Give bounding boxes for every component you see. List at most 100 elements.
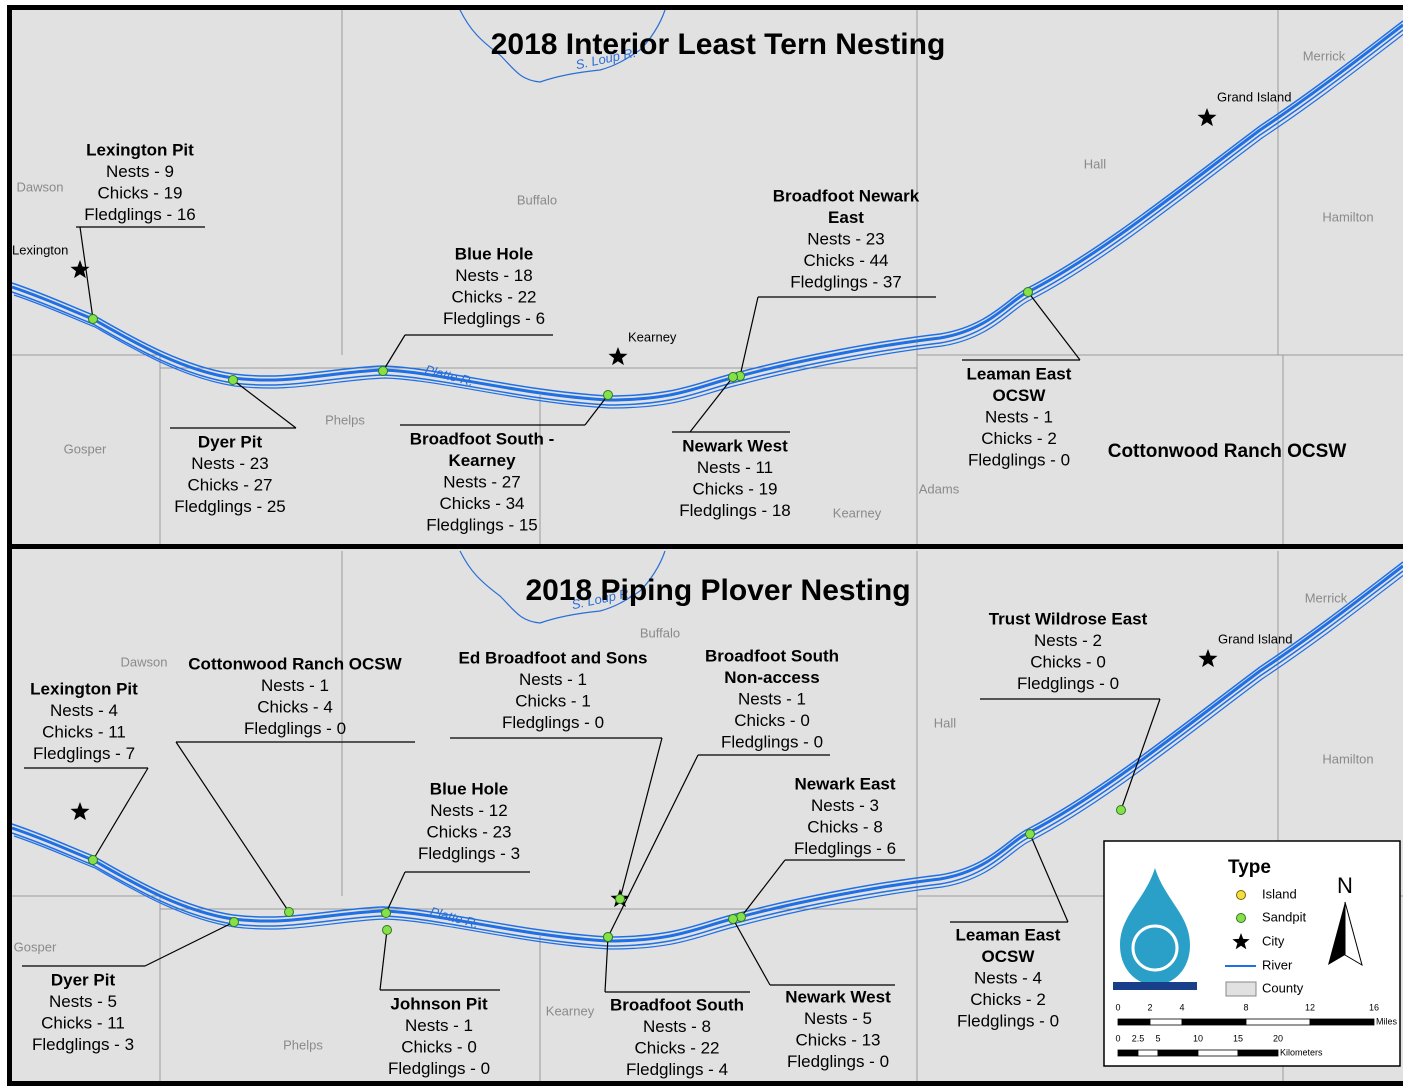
- site-stat: Nests - 1: [519, 670, 587, 689]
- county-label: Merrick: [1303, 48, 1346, 63]
- site-stat: Fledglings - 0: [721, 732, 823, 751]
- site-name: OCSW: [993, 386, 1047, 405]
- river: [459, 550, 666, 624]
- legend-item: County: [1262, 980, 1304, 995]
- north-arrow: [1344, 901, 1363, 967]
- city-symbol: [1232, 933, 1250, 950]
- site-stat: Fledglings - 15: [426, 515, 538, 534]
- site-stat: Chicks - 11: [41, 1013, 125, 1032]
- scale-label: 2: [1147, 1002, 1152, 1012]
- scale-label: 12: [1305, 1002, 1315, 1012]
- site-stat: Fledglings - 37: [790, 272, 902, 291]
- panel: Dawson Buffalo Hall Merrick Hamilton Phelps Go…: [7, 5, 1403, 545]
- leader-line: [732, 918, 771, 986]
- scale-segment: [1117, 1018, 1151, 1026]
- scale-label: 10: [1193, 1033, 1203, 1043]
- scale-segment: [1181, 1018, 1247, 1026]
- sandpit-point: [603, 390, 613, 400]
- site-stat: Nests - 1: [405, 1016, 473, 1035]
- city-label: Grand Island: [1218, 631, 1292, 646]
- county-label: Phelps: [283, 1037, 323, 1052]
- site-name: Broadfoot Newark: [773, 186, 920, 205]
- sandpit-point: [603, 932, 613, 942]
- site-stat: Chicks - 22: [451, 287, 536, 306]
- sandpit-point: [228, 375, 238, 385]
- sandpit-point: [615, 894, 625, 904]
- north-arrow: [1328, 902, 1345, 965]
- leader-line: [689, 376, 734, 433]
- city-star: [70, 802, 90, 821]
- sandpit-point: [88, 855, 98, 865]
- site-stat: Nests - 4: [50, 701, 118, 720]
- county-label: Phelps: [325, 412, 365, 427]
- leader-line: [1027, 291, 1081, 361]
- leader-line: [607, 754, 699, 938]
- site-stat: Fledglings - 18: [679, 501, 791, 520]
- leader-line: [175, 741, 290, 913]
- site-name: Blue Hole: [430, 779, 508, 798]
- city-label: Grand Island: [1217, 89, 1291, 104]
- county-label: Hall: [1084, 156, 1107, 171]
- scale-label: 0: [1115, 1002, 1120, 1012]
- scale-segment: [1309, 1018, 1375, 1026]
- site-stat: Chicks - 8: [807, 817, 883, 836]
- site-name: Blue Hole: [455, 244, 533, 263]
- scale-unit: Miles: [1376, 1016, 1398, 1026]
- site-stat: Fledglings - 0: [502, 713, 604, 732]
- site-name: Non-access: [724, 668, 819, 687]
- site-stat: Chicks - 1: [515, 691, 591, 710]
- site-stat: Chicks - 0: [1030, 652, 1106, 671]
- site-name: Dyer Pit: [198, 432, 263, 451]
- site-stat: Chicks - 27: [187, 475, 272, 494]
- leader-line: [739, 296, 759, 377]
- site-name: OCSW: [982, 947, 1036, 966]
- site-name: Broadfoot South: [610, 995, 744, 1014]
- site-stat: Nests - 18: [455, 266, 532, 285]
- site-stat: Fledglings - 0: [1017, 674, 1119, 693]
- site-stat: Chicks - 44: [803, 251, 888, 270]
- site-stat: Fledglings - 7: [33, 744, 135, 763]
- site-stat: Nests - 1: [985, 407, 1053, 426]
- city-star: [1198, 649, 1218, 668]
- site-name: Lexington Pit: [30, 679, 138, 698]
- site-stat: Chicks - 2: [970, 990, 1046, 1009]
- river: [11, 561, 1403, 938]
- scale-segment: [1149, 1018, 1183, 1026]
- sandpit-symbol: [1236, 913, 1246, 923]
- site-stat: Chicks - 4: [257, 697, 333, 716]
- leader-line: [584, 394, 609, 426]
- sandpit-point: [1116, 805, 1126, 815]
- scale-segment: [1245, 1018, 1311, 1026]
- legend-item: Sandpit: [1262, 909, 1306, 924]
- site-stat: Chicks - 0: [734, 711, 810, 730]
- scale-unit: Kilometers: [1280, 1047, 1323, 1057]
- scale-label: 16: [1369, 1002, 1379, 1012]
- site-stat: Chicks - 22: [634, 1038, 719, 1057]
- site-stat: Fledglings - 3: [418, 844, 520, 863]
- legend: Type Island Sandpit City River County N 0 2 4 8 12 1…: [1103, 840, 1401, 1067]
- sandpit-point: [1023, 287, 1033, 297]
- legend-item: Island: [1262, 886, 1297, 901]
- island-symbol: [1236, 890, 1246, 900]
- scale-label: 8: [1243, 1002, 1248, 1012]
- scale-label: 20: [1273, 1033, 1283, 1043]
- sandpit-point: [382, 925, 392, 935]
- site-stat: Chicks - 23: [426, 822, 511, 841]
- river: [459, 9, 666, 83]
- site-name: Johnson Pit: [390, 994, 488, 1013]
- sandpit-point: [1025, 829, 1035, 839]
- site-name: Cottonwood Ranch OCSW: [188, 654, 402, 673]
- site-stat: Fledglings - 16: [84, 205, 196, 224]
- site-stat: Nests - 5: [49, 992, 117, 1011]
- scale-label: 4: [1179, 1002, 1184, 1012]
- river: [11, 29, 1403, 406]
- county-label: Gosper: [64, 441, 107, 456]
- county-label: Dawson: [121, 654, 168, 669]
- scale-segment: [1117, 1049, 1139, 1057]
- site-stat: Nests - 12: [430, 801, 507, 820]
- leader-line: [382, 334, 406, 372]
- city-star: [70, 260, 90, 279]
- river: [13, 33, 1403, 409]
- county-label: Merrick: [1305, 590, 1348, 605]
